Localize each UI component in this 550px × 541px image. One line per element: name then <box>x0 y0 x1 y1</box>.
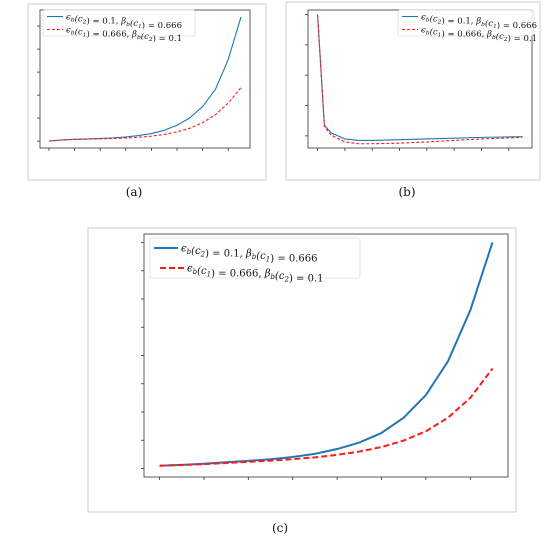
legend-label: ϵb(c1) = 0.666, βb(c2) = 0.1 <box>187 264 324 285</box>
legend-box <box>397 9 535 37</box>
figure-caption: (c) <box>272 521 288 535</box>
figure-caption: (a) <box>126 185 143 199</box>
legend-box <box>42 9 196 37</box>
legend-label: ϵb(c2) = 0.1, βb(c1) = 0.666 <box>66 12 182 31</box>
legend-box <box>149 237 361 279</box>
figure-caption: (b) <box>398 185 415 199</box>
series-line-2 <box>48 87 242 142</box>
legend-label: ϵb(c2) = 0.1, βb(c1) = 0.666 <box>181 244 318 265</box>
legend-label: ϵb(c1) = 0.666, βb(c2) = 0.1 <box>66 25 182 44</box>
legend-label: ϵb(c2) = 0.1, βb(c1) = 0.666 <box>421 12 537 31</box>
series-line-1 <box>317 14 523 141</box>
series-line-2 <box>317 14 523 145</box>
series-line-2 <box>159 367 494 467</box>
legend-label: ϵb(c1) = 0.666, βb(c2) = 0.1 <box>421 25 537 44</box>
